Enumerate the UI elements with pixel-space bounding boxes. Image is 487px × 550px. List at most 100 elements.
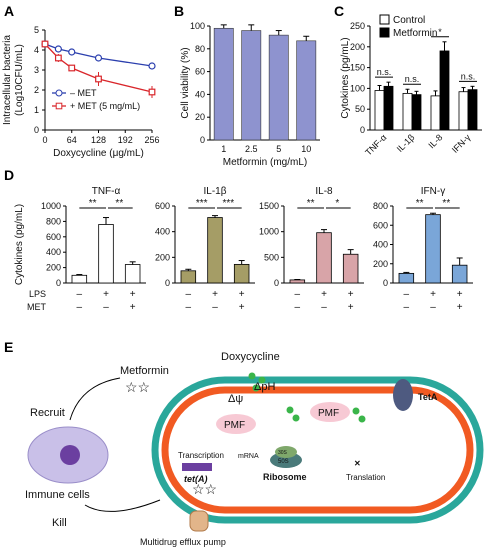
y-tick-label: 500 [264,252,279,262]
panel-c-bar-chart: 0 50 100 150 200 250 n.s. TNF-α n.s. IL-1β * IL-8 n.… [340,14,482,158]
lps-sign: + [212,289,218,300]
doxycycline-label: Doxycycline [221,351,280,363]
teta-pump-icon [393,379,413,411]
doxycycline-molecule-icon [358,415,366,423]
y-tick-label: 1000 [259,227,279,237]
bar [425,214,441,284]
bar [213,27,234,141]
y-tick-label: 50 [355,104,365,114]
legend-label: + MET (5 mg/mL) [70,101,140,111]
legend-marker [55,102,63,110]
lps-sign: + [239,289,245,300]
y-tick-label: 60 [195,67,205,77]
panel-a-line-chart: 0 64 128 192 256 0 1 2 3 4 5 Doxycycline (μg/mL) Int… [2,25,160,159]
mrna-label: mRNA [238,453,259,460]
doxycycline-molecule-icon [248,372,256,380]
x-axis-title: Metformin (mg/mL) [223,157,307,168]
delta-ph-label: ΔpH [254,381,275,393]
ribosome-30s-label: 30S [278,450,288,456]
bar [402,92,413,131]
x-tick-label: 10 [301,144,311,154]
bar [289,279,306,284]
subplot-title: IL-8 [315,186,333,197]
bar [316,232,332,284]
bar [439,50,450,131]
x-tick-label: IL-1β [395,132,417,154]
bar [98,224,114,284]
pmf-label-1: PMF [224,420,245,431]
x-tick-label: IFN-γ [450,132,473,155]
significance-label: ** [115,198,123,209]
y-tick-label: 1500 [259,201,279,211]
y-axis-title: Cytokines (pg/mL) [14,204,25,285]
x-tick-label: 128 [91,135,106,145]
y-tick-label: 150 [350,63,365,73]
met-sign: – [321,302,327,313]
outer-membrane [151,376,484,524]
translation-label: Translation [346,473,385,482]
y-tick-label: 200 [350,42,365,52]
met-sign: + [239,302,245,313]
lps-sign: + [457,289,463,300]
significance-label: n.s. [405,74,420,84]
y-axis-title-line2: (Log10CFU/mL) [14,44,25,116]
kill-label: Kill [52,517,67,529]
data-point [68,48,76,56]
met-sign: – [212,302,218,313]
legend-swatch [379,27,390,38]
significance-label: n.s. [377,67,392,77]
x-tick-label: TNF-α [363,132,388,157]
bar [383,85,394,131]
lps-sign: – [186,289,192,300]
lps-sign: + [430,289,436,300]
panel-letter-e: E [4,339,13,355]
doxycycline-molecule-icon [258,376,266,384]
y-tick-label: 4 [34,45,39,55]
ribosome-50s-label: 50S [278,459,289,465]
bar [180,270,197,284]
significance-label: * [438,27,442,37]
y-tick-label: 5 [34,25,39,35]
bar [458,91,469,131]
lps-sign: – [404,289,410,300]
ribosome-small-subunit-icon [275,446,297,458]
y-tick-label: 800 [46,216,61,226]
recruit-arrow-icon [69,377,121,421]
recruit-label: Recruit [30,407,65,419]
transcription-label: Transcription [178,451,224,460]
legend-label: Control [393,15,425,26]
panel-b-bar-chart: 0 20 40 60 80 100 1 2.5 5 10 Metformin (mg/mL) Cell… [180,21,320,168]
delta-psi-label: Δψ [228,393,243,405]
y-axis-title: Cytokines (pg/mL) [340,37,351,118]
subplot-title: IL-1β [204,186,227,197]
inner-membrane [161,386,474,514]
y-tick-label: 600 [155,201,170,211]
x-tick-label: 256 [144,135,159,145]
x-tick-label: 192 [118,135,133,145]
y-tick-label: 0 [383,278,388,288]
lps-sign: + [348,289,354,300]
efflux-pump-label: Multidrug efflux pump [140,537,226,547]
data-point [54,54,62,62]
teta-gene-bar [182,463,212,471]
data-point [41,40,49,48]
lps-sign: – [295,289,301,300]
met-row-label: MET [27,302,47,312]
bar [233,263,250,284]
pmf-bubble-1 [216,414,256,434]
met-sign: – [430,302,436,313]
y-tick-label: 600 [46,232,61,242]
y-tick-label: 400 [46,247,61,257]
panel-letter-c: C [334,3,344,19]
legend-label: – MET [70,88,97,98]
ribosome-label: Ribosome [263,472,307,482]
bar [71,274,88,284]
y-tick-label: 0 [34,125,39,135]
lps-sign: – [77,289,83,300]
legend-label: Metformin [393,28,437,39]
significance-label: ** [89,198,97,209]
significance-label: n.s. [461,71,476,81]
y-tick-label: 250 [350,21,365,31]
lps-sign: + [130,289,136,300]
doxycycline-molecule-icon [352,407,360,415]
